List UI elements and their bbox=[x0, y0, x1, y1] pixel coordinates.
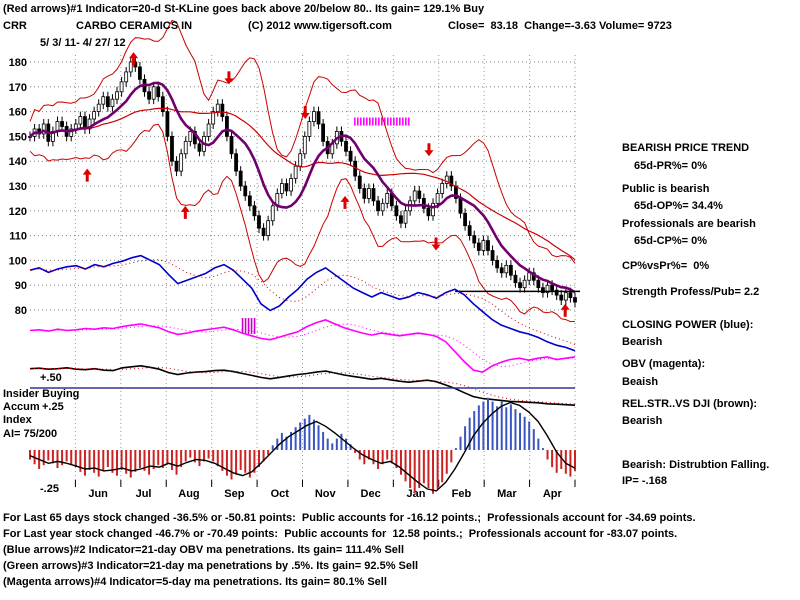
svg-text:Apr: Apr bbox=[543, 488, 563, 500]
svg-text:Dec: Dec bbox=[361, 488, 381, 500]
analysis-line: Beaish bbox=[622, 376, 659, 388]
footer-line: For Last 65 days stock changed -36.5% or… bbox=[3, 512, 696, 524]
svg-text:110: 110 bbox=[9, 231, 27, 243]
svg-text:150: 150 bbox=[9, 131, 27, 143]
footer-line: (Green arrows)#3 Indicator=21-day ma pen… bbox=[3, 560, 419, 572]
analysis-line: Bearish bbox=[622, 336, 663, 348]
scale-label-plus50: +.50 bbox=[40, 372, 62, 384]
analysis-line: Professionals are bearish bbox=[622, 218, 756, 230]
footer-line: (Magenta arrows)#4 Indicator=5-day ma pe… bbox=[3, 576, 387, 588]
analysis-line: REL.STR..VS DJI (brown): bbox=[622, 398, 758, 410]
svg-text:140: 140 bbox=[9, 156, 27, 168]
analysis-line: CLOSING POWER (blue): bbox=[622, 319, 754, 331]
date-range: 5/ 3/ 11- 4/ 27/ 12 bbox=[40, 37, 126, 49]
analysis-line: IP= -.168 bbox=[622, 475, 667, 487]
svg-text:Jun: Jun bbox=[88, 488, 108, 500]
svg-text:120: 120 bbox=[9, 206, 27, 218]
copyright-text: (C) 2012 www.tigersoft.com bbox=[248, 20, 392, 32]
analysis-line: Public is bearish bbox=[622, 183, 710, 195]
analysis-line: 65d-PR%= 0% bbox=[634, 160, 708, 172]
company-name: CARBO CERAMICS IN bbox=[76, 20, 193, 32]
svg-text:90: 90 bbox=[15, 280, 27, 292]
quote-summary: Close= 83.18 Change=-3.63 Volume= 9723 bbox=[448, 20, 672, 32]
svg-text:Aug: Aug bbox=[178, 488, 199, 500]
index-label: Index bbox=[3, 414, 32, 426]
analysis-line: 65d-CP%= 0% bbox=[634, 235, 708, 247]
svg-text:80: 80 bbox=[15, 305, 27, 317]
analysis-line: Bearish: Distrubtion Falling. bbox=[622, 459, 770, 471]
scale-label-plus25: +.25 bbox=[42, 401, 64, 413]
ticker-symbol: CRR bbox=[3, 20, 27, 32]
analysis-line: 65d-OP%= 34.4% bbox=[634, 200, 723, 212]
svg-text:Nov: Nov bbox=[315, 488, 337, 500]
analysis-panel: BEARISH PRICE TREND 65d-PR%= 0% Public i… bbox=[620, 0, 800, 520]
footer-line: For Last year stock changed -46.7% or -7… bbox=[3, 528, 678, 540]
svg-text:Mar: Mar bbox=[497, 488, 517, 500]
svg-text:Jan: Jan bbox=[407, 488, 426, 500]
svg-text:Feb: Feb bbox=[452, 488, 472, 500]
svg-text:160: 160 bbox=[9, 107, 27, 119]
svg-text:Sep: Sep bbox=[224, 488, 244, 500]
analysis-line: OBV (magenta): bbox=[622, 358, 706, 370]
svg-text:Jul: Jul bbox=[136, 488, 152, 500]
indicator1-summary: (Red arrows)#1 Indicator=20-d St-KLine g… bbox=[3, 3, 485, 15]
analysis-line: Strength Profess/Pub= 2.2 bbox=[622, 286, 760, 298]
insider-buying-label: Insider Buying bbox=[3, 388, 80, 400]
svg-text:100: 100 bbox=[9, 255, 27, 267]
svg-text:130: 130 bbox=[9, 181, 27, 193]
footer-line: (Blue arrows)#2 Indicator=21-day OBV ma … bbox=[3, 544, 405, 556]
analysis-line: Bearish bbox=[622, 415, 663, 427]
svg-text:170: 170 bbox=[9, 82, 27, 94]
analysis-line: BEARISH PRICE TREND bbox=[622, 142, 750, 154]
svg-text:180: 180 bbox=[9, 57, 27, 69]
scale-label-minus25: -.25 bbox=[40, 483, 59, 495]
accum-label: Accum bbox=[3, 401, 40, 413]
analysis-line: CP%vsPr%= 0% bbox=[622, 260, 710, 272]
svg-text:Oct: Oct bbox=[271, 488, 290, 500]
ai-value-label: AI= 75/200 bbox=[3, 428, 58, 440]
